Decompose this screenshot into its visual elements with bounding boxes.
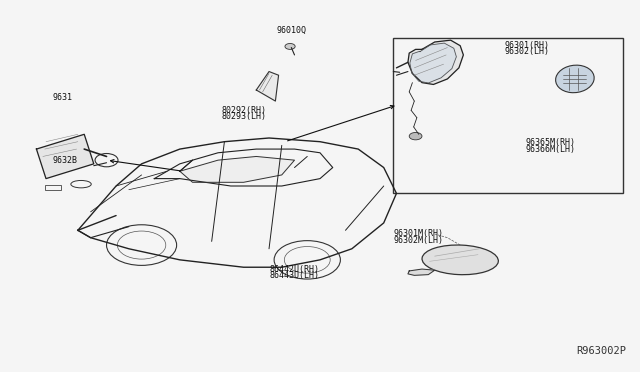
Ellipse shape	[556, 65, 594, 93]
Polygon shape	[410, 43, 456, 83]
Circle shape	[409, 132, 422, 140]
Text: 9632B: 9632B	[52, 156, 77, 166]
Text: R963002P: R963002P	[576, 346, 626, 356]
Text: 96365M(RH): 96365M(RH)	[525, 138, 575, 147]
Text: 80293(LH): 80293(LH)	[221, 112, 266, 121]
Ellipse shape	[422, 245, 499, 275]
Text: 96366M(LH): 96366M(LH)	[525, 145, 575, 154]
Text: 86442U(RH): 86442U(RH)	[269, 264, 319, 273]
Text: 9631: 9631	[52, 93, 72, 102]
Polygon shape	[36, 134, 94, 179]
Text: 96301(RH): 96301(RH)	[505, 41, 550, 50]
Bar	[45, 185, 61, 190]
Polygon shape	[180, 157, 294, 182]
Text: 86443U(LH): 86443U(LH)	[269, 271, 319, 280]
Circle shape	[285, 44, 295, 49]
Polygon shape	[408, 269, 435, 275]
Text: 96302(LH): 96302(LH)	[505, 48, 550, 57]
Polygon shape	[408, 40, 463, 84]
Text: 96301M(RH): 96301M(RH)	[394, 230, 444, 238]
Polygon shape	[256, 71, 278, 101]
Text: 96010Q: 96010Q	[276, 26, 307, 35]
Text: 96302M(LH): 96302M(LH)	[394, 236, 444, 245]
Text: 80292(RH): 80292(RH)	[221, 106, 266, 115]
